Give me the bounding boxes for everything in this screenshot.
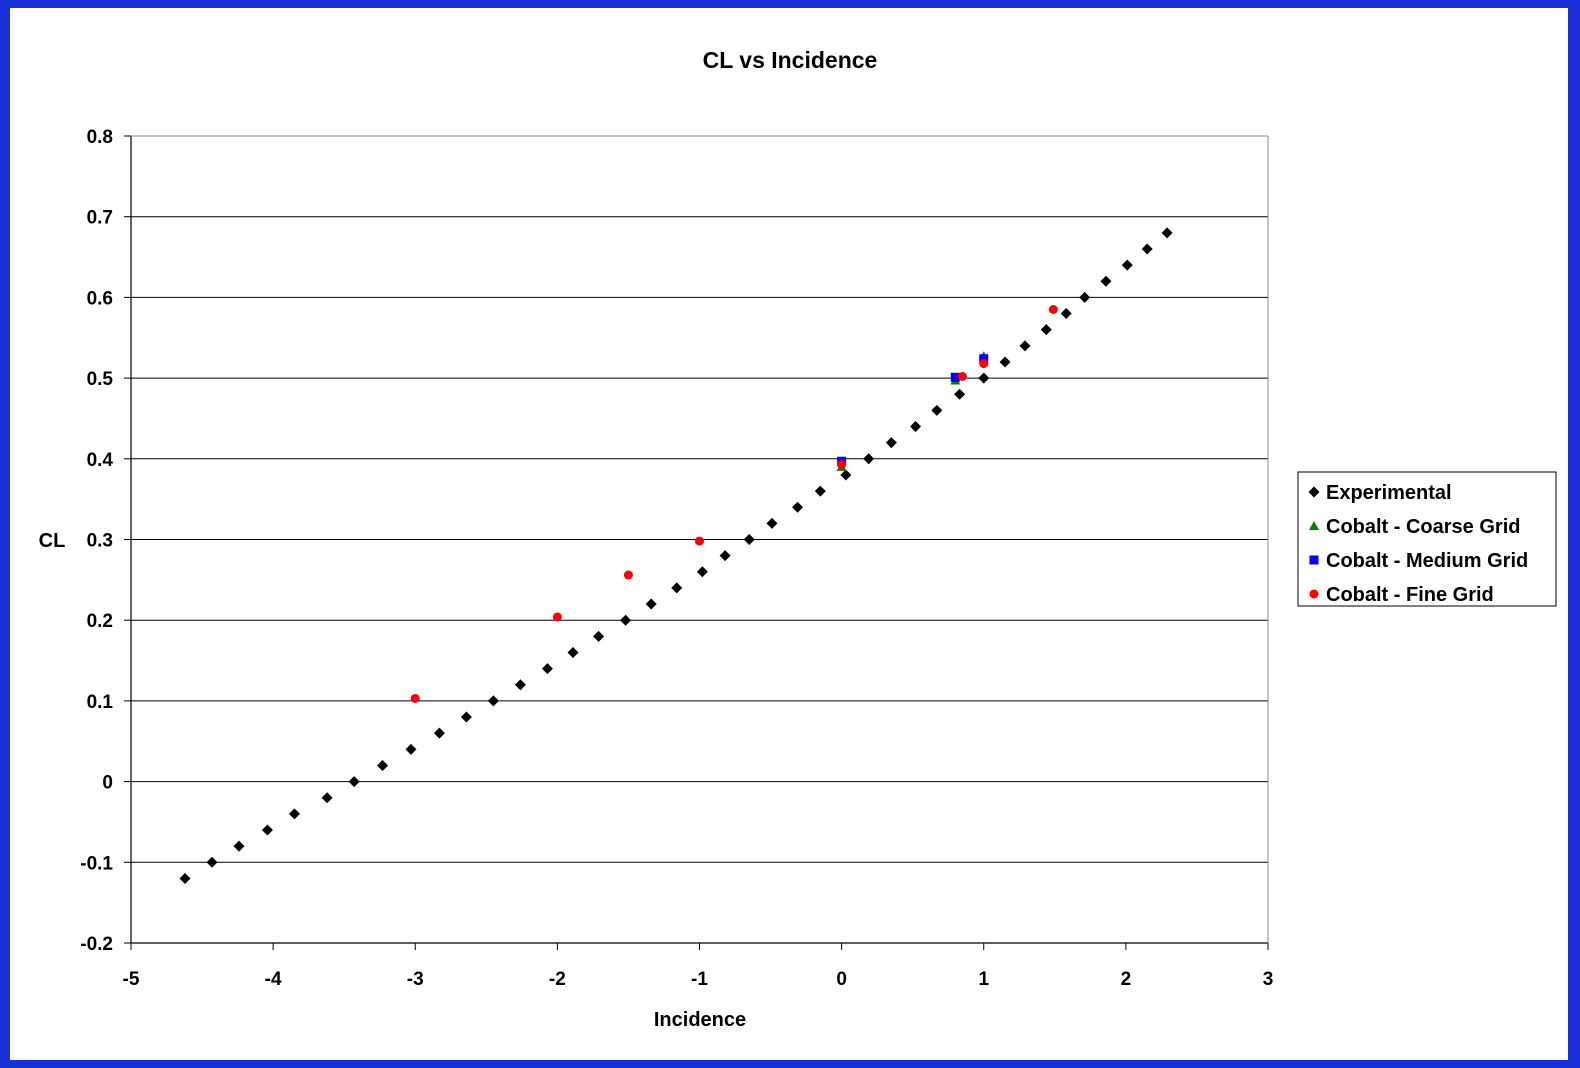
diamond-point-24 [814, 485, 826, 497]
square-point-1 [950, 372, 960, 382]
diamond-point-3 [261, 824, 273, 836]
diamond-point-15 [593, 630, 605, 642]
chart-title: CL vs Incidence [703, 47, 878, 73]
y-tick-label-0: -0.2 [80, 934, 113, 955]
diamond-point-11 [487, 695, 499, 707]
legend-box [1297, 471, 1557, 607]
y-tick-label-9: 0.7 [87, 208, 113, 229]
diamond-point-14 [567, 646, 579, 658]
y-tick-label-10: 0.8 [87, 127, 113, 148]
diamond-point-31 [978, 372, 990, 384]
diamond-point-34 [1040, 324, 1052, 336]
diamond-point-12 [514, 679, 526, 691]
diamond-point-5 [321, 792, 333, 804]
y-axis-label: CL [39, 530, 66, 552]
y-tick-label-5: 0.3 [87, 531, 113, 552]
diamond-point-2 [233, 840, 245, 852]
diamond-point-8 [405, 743, 417, 755]
legend-marker-3 [1309, 589, 1319, 599]
circle-point-3 [695, 536, 704, 546]
diamond-point-16 [620, 614, 632, 626]
circle-point-7 [1048, 305, 1058, 315]
diamond-point-7 [377, 759, 389, 771]
x-tick-label-8: 3 [1263, 969, 1274, 990]
legend-marker-0 [1308, 486, 1320, 498]
diamond-point-39 [1141, 243, 1153, 255]
diamond-point-10 [460, 711, 472, 723]
x-tick-label-5: 0 [836, 969, 847, 990]
legend: Experimental Cobalt - Coarse Grid Cobalt -… [1297, 471, 1557, 607]
x-axis-ticks: -5 -4 -3 -2 -1 0 1 2 3 [123, 943, 1274, 990]
diamond-point-13 [541, 663, 553, 675]
y-tick-label-4: 0.2 [87, 611, 113, 632]
y-tick-label-1: -0.1 [80, 853, 113, 874]
diamond-point-1 [206, 856, 218, 868]
diamond-point-4 [288, 808, 300, 820]
circle-point-1 [552, 612, 562, 622]
x-tick-label-2: -3 [407, 969, 424, 990]
legend-label-3: Cobalt - Fine Grid [1326, 584, 1494, 606]
x-tick-label-7: 2 [1121, 969, 1132, 990]
diamond-point-22 [766, 517, 778, 529]
diamond-point-35 [1060, 308, 1072, 320]
legend-label-1: Cobalt - Coarse Grid [1326, 516, 1520, 538]
series-square [837, 354, 989, 466]
diamond-point-36 [1079, 291, 1091, 303]
x-tick-label-6: 1 [978, 969, 989, 990]
circle-point-5 [957, 371, 967, 381]
diamond-point-33 [1019, 340, 1031, 352]
x-axis-label: Incidence [654, 1009, 746, 1031]
diamond-point-27 [885, 437, 897, 449]
diamond-point-37 [1100, 275, 1112, 287]
y-tick-label-8: 0.6 [87, 288, 113, 309]
diamond-point-17 [645, 598, 657, 610]
square-point-2 [979, 354, 989, 364]
legend-label-2: Cobalt - Medium Grid [1326, 550, 1528, 572]
circle-point-2 [623, 570, 633, 580]
y-tick-label-3: 0.1 [87, 692, 114, 713]
diamond-point-6 [348, 776, 360, 788]
diamond-point-38 [1121, 259, 1133, 271]
y-tick-label-2: 0 [102, 773, 113, 794]
diamond-point-20 [719, 550, 731, 562]
x-tick-label-1: -4 [265, 969, 282, 990]
circle-point-4 [837, 459, 847, 469]
data-points [179, 227, 1173, 884]
y-axis-ticks: -0.2 -0.1 0 0.1 0.2 0.3 0.4 0.5 0.6 0.7 0.8 [80, 127, 131, 955]
diamond-point-19 [696, 566, 708, 578]
diamond-point-25 [840, 469, 852, 481]
diamond-point-30 [954, 388, 966, 400]
diamond-point-9 [433, 727, 445, 739]
diamond-point-0 [179, 872, 191, 884]
y-tick-label-6: 0.4 [87, 450, 114, 471]
legend-marker-1 [1309, 521, 1319, 530]
diamond-point-29 [931, 404, 943, 416]
diamond-point-32 [999, 356, 1011, 368]
legend-marker-2 [1309, 555, 1319, 565]
diamond-point-21 [743, 534, 755, 545]
series-triangle [836, 351, 989, 471]
x-tick-label-4: -1 [691, 969, 708, 990]
x-tick-label-3: -2 [549, 969, 566, 990]
legend-label-0: Experimental [1326, 482, 1452, 504]
diamond-point-28 [910, 421, 922, 433]
series-circle [410, 305, 1058, 703]
circle-point-0 [410, 693, 420, 703]
diamond-point-40 [1161, 227, 1173, 239]
diamond-point-23 [792, 501, 804, 513]
gridlines [131, 135, 1268, 863]
diamond-point-18 [671, 582, 683, 594]
x-tick-label-0: -5 [123, 969, 140, 990]
series-diamond [179, 227, 1173, 884]
circle-point-6 [979, 359, 989, 369]
y-tick-label-7: 0.5 [87, 369, 114, 390]
diamond-point-26 [863, 453, 875, 465]
